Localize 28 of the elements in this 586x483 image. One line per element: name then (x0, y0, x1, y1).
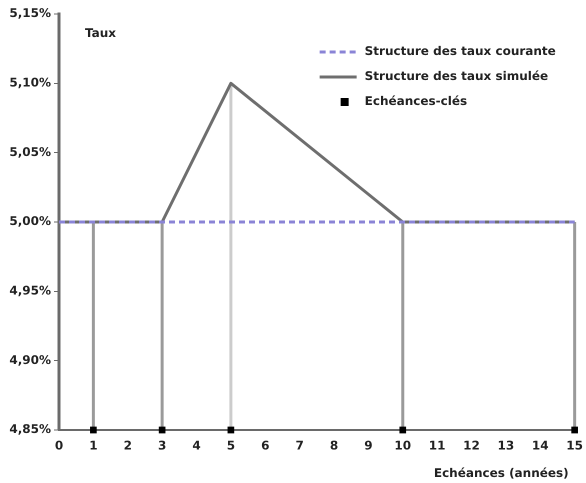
legend-label: Structure des taux simulée (364, 69, 548, 84)
y-tick-label: 4,90% (9, 352, 51, 367)
y-tick-label: 4,85% (9, 422, 51, 436)
x-tick-label: 11 (428, 438, 446, 452)
x-tick-label: 10 (394, 438, 412, 452)
y-tick-label: 5,15% (9, 6, 51, 20)
y-tick-label: 5,05% (9, 144, 51, 159)
x-axis-title: Echéances (années) (434, 466, 569, 480)
x-tick-label: 5 (226, 438, 236, 452)
x-tick-label: 14 (532, 438, 549, 452)
x-tick-label: 13 (498, 438, 514, 452)
x-tick-label: 2 (124, 438, 132, 452)
x-tick-label: 6 (261, 438, 270, 452)
x-tick-label: 3 (158, 438, 166, 452)
x-tick-label: 0 (54, 438, 64, 452)
x-tick-label: 7 (295, 438, 304, 452)
x-tick-label: 1 (89, 438, 98, 452)
legend-label: Structure des taux courante (364, 44, 556, 58)
x-tick-label: 12 (463, 438, 480, 452)
x-tick-label: 9 (364, 438, 373, 452)
y-tick-label: 5,10% (9, 75, 51, 90)
x-tick-label: 8 (330, 438, 338, 452)
y-tick-label: 5,00% (9, 214, 51, 228)
y-axis-title: Taux (85, 26, 116, 40)
x-tick-label: 4 (192, 438, 201, 452)
x-tick-label: 15 (566, 438, 583, 452)
legend-label: Echéances-clés (364, 94, 468, 108)
y-tick-label: 4,95% (9, 283, 51, 298)
